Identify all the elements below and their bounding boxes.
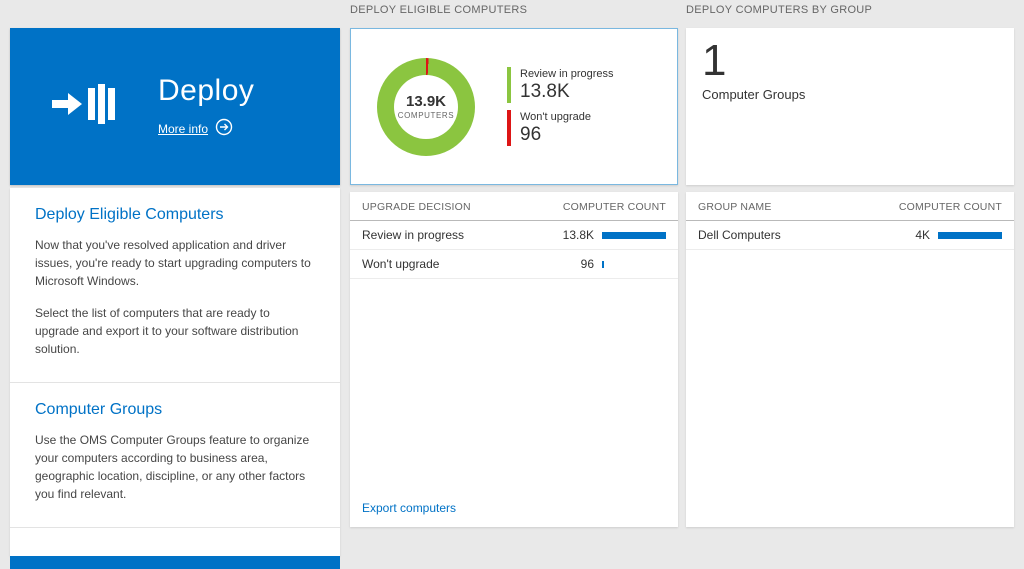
table-header-row: GROUP NAME COMPUTER COUNT	[686, 192, 1014, 221]
legend-label: Review in progress	[520, 68, 614, 80]
section-paragraph: Select the list of computers that are re…	[35, 306, 299, 356]
donut-legend: Review in progress 13.8K Won't upgrade 9…	[507, 60, 614, 153]
computers-by-group-column: 1 Computer Groups GROUP NAME COMPUTER CO…	[686, 28, 1014, 527]
row-value: 13.8K	[562, 228, 594, 242]
legend-value: 96	[520, 124, 542, 145]
row-bar	[602, 260, 666, 268]
computer-groups-tile[interactable]: 1 Computer Groups	[686, 28, 1014, 185]
right-column-header: DEPLOY COMPUTERS BY GROUP	[686, 4, 873, 16]
legend-item-wont-upgrade: Won't upgrade 96	[507, 110, 614, 146]
row-label: Review in progress	[362, 228, 465, 242]
section-filler	[10, 528, 340, 556]
table-row[interactable]: Won't upgrade 96	[350, 250, 678, 279]
column-header-upgrade-decision: UPGRADE DECISION	[362, 201, 471, 213]
column-header-computer-count: COMPUTER COUNT	[898, 201, 1002, 213]
row-value: 4K	[915, 228, 930, 242]
eligible-computers-column: 13.9K COMPUTERS Review in progress 13.8K…	[350, 28, 678, 527]
section-paragraph: Now that you've resolved application and…	[35, 238, 311, 288]
row-value: 96	[580, 257, 594, 271]
group-count: 1	[702, 36, 727, 85]
left-panel-footer-accent	[10, 556, 340, 569]
legend-color-bar	[507, 110, 511, 146]
export-computers-link[interactable]: Export computers	[362, 501, 457, 515]
arrow-circle-icon	[215, 118, 233, 139]
table-row[interactable]: Review in progress 13.8K	[350, 221, 678, 250]
row-bar	[938, 231, 1002, 239]
row-label: Dell Computers	[698, 228, 781, 242]
table-row[interactable]: Dell Computers 4K	[686, 221, 1014, 250]
legend-item-review-in-progress: Review in progress 13.8K	[507, 67, 614, 103]
section-paragraph: Use the OMS Computer Groups feature to o…	[35, 433, 310, 501]
middle-column-header: DEPLOY ELIGIBLE COMPUTERS	[350, 4, 528, 16]
deploy-title: Deploy	[158, 74, 255, 107]
column-header-group-name: GROUP NAME	[698, 201, 772, 213]
table-header-row: UPGRADE DECISION COMPUTER COUNT	[350, 192, 678, 221]
section-heading: Deploy Eligible Computers	[35, 206, 224, 223]
group-count-label: Computer Groups	[702, 86, 806, 102]
eligible-computers-tile[interactable]: 13.9K COMPUTERS Review in progress 13.8K…	[350, 28, 678, 185]
deploy-tile-text: Deploy More info	[158, 74, 254, 139]
donut-chart: 13.9K COMPUTERS	[377, 57, 475, 156]
section-computer-groups: Computer Groups Use the OMS Computer Gro…	[10, 383, 340, 528]
deploy-tile[interactable]: Deploy More info	[10, 28, 340, 185]
legend-value: 13.8K	[520, 81, 570, 102]
upgrade-decision-table: UPGRADE DECISION COMPUTER COUNT Review i…	[350, 192, 678, 527]
row-bar	[602, 231, 666, 239]
legend-color-bar	[507, 67, 511, 103]
section-deploy-eligible: Deploy Eligible Computers Now that you'v…	[10, 188, 340, 383]
more-info-link[interactable]: More info	[158, 118, 254, 139]
donut-center-label: COMPUTERS	[397, 111, 455, 120]
column-header-computer-count: COMPUTER COUNT	[562, 201, 666, 213]
deploy-description-panel: Deploy Eligible Computers Now that you'v…	[10, 188, 340, 556]
deploy-icon	[50, 79, 116, 134]
donut-center: 13.9K COMPUTERS	[394, 74, 458, 139]
donut-center-value: 13.9K	[405, 93, 447, 110]
legend-label: Won't upgrade	[520, 111, 592, 123]
group-table: GROUP NAME COMPUTER COUNT Dell Computers…	[686, 192, 1014, 527]
deploy-overview-column: Deploy More info Deploy Eligible Compute…	[10, 28, 340, 569]
section-heading: Computer Groups	[35, 401, 163, 418]
row-label: Won't upgrade	[362, 257, 440, 271]
more-info-label: More info	[158, 121, 209, 136]
